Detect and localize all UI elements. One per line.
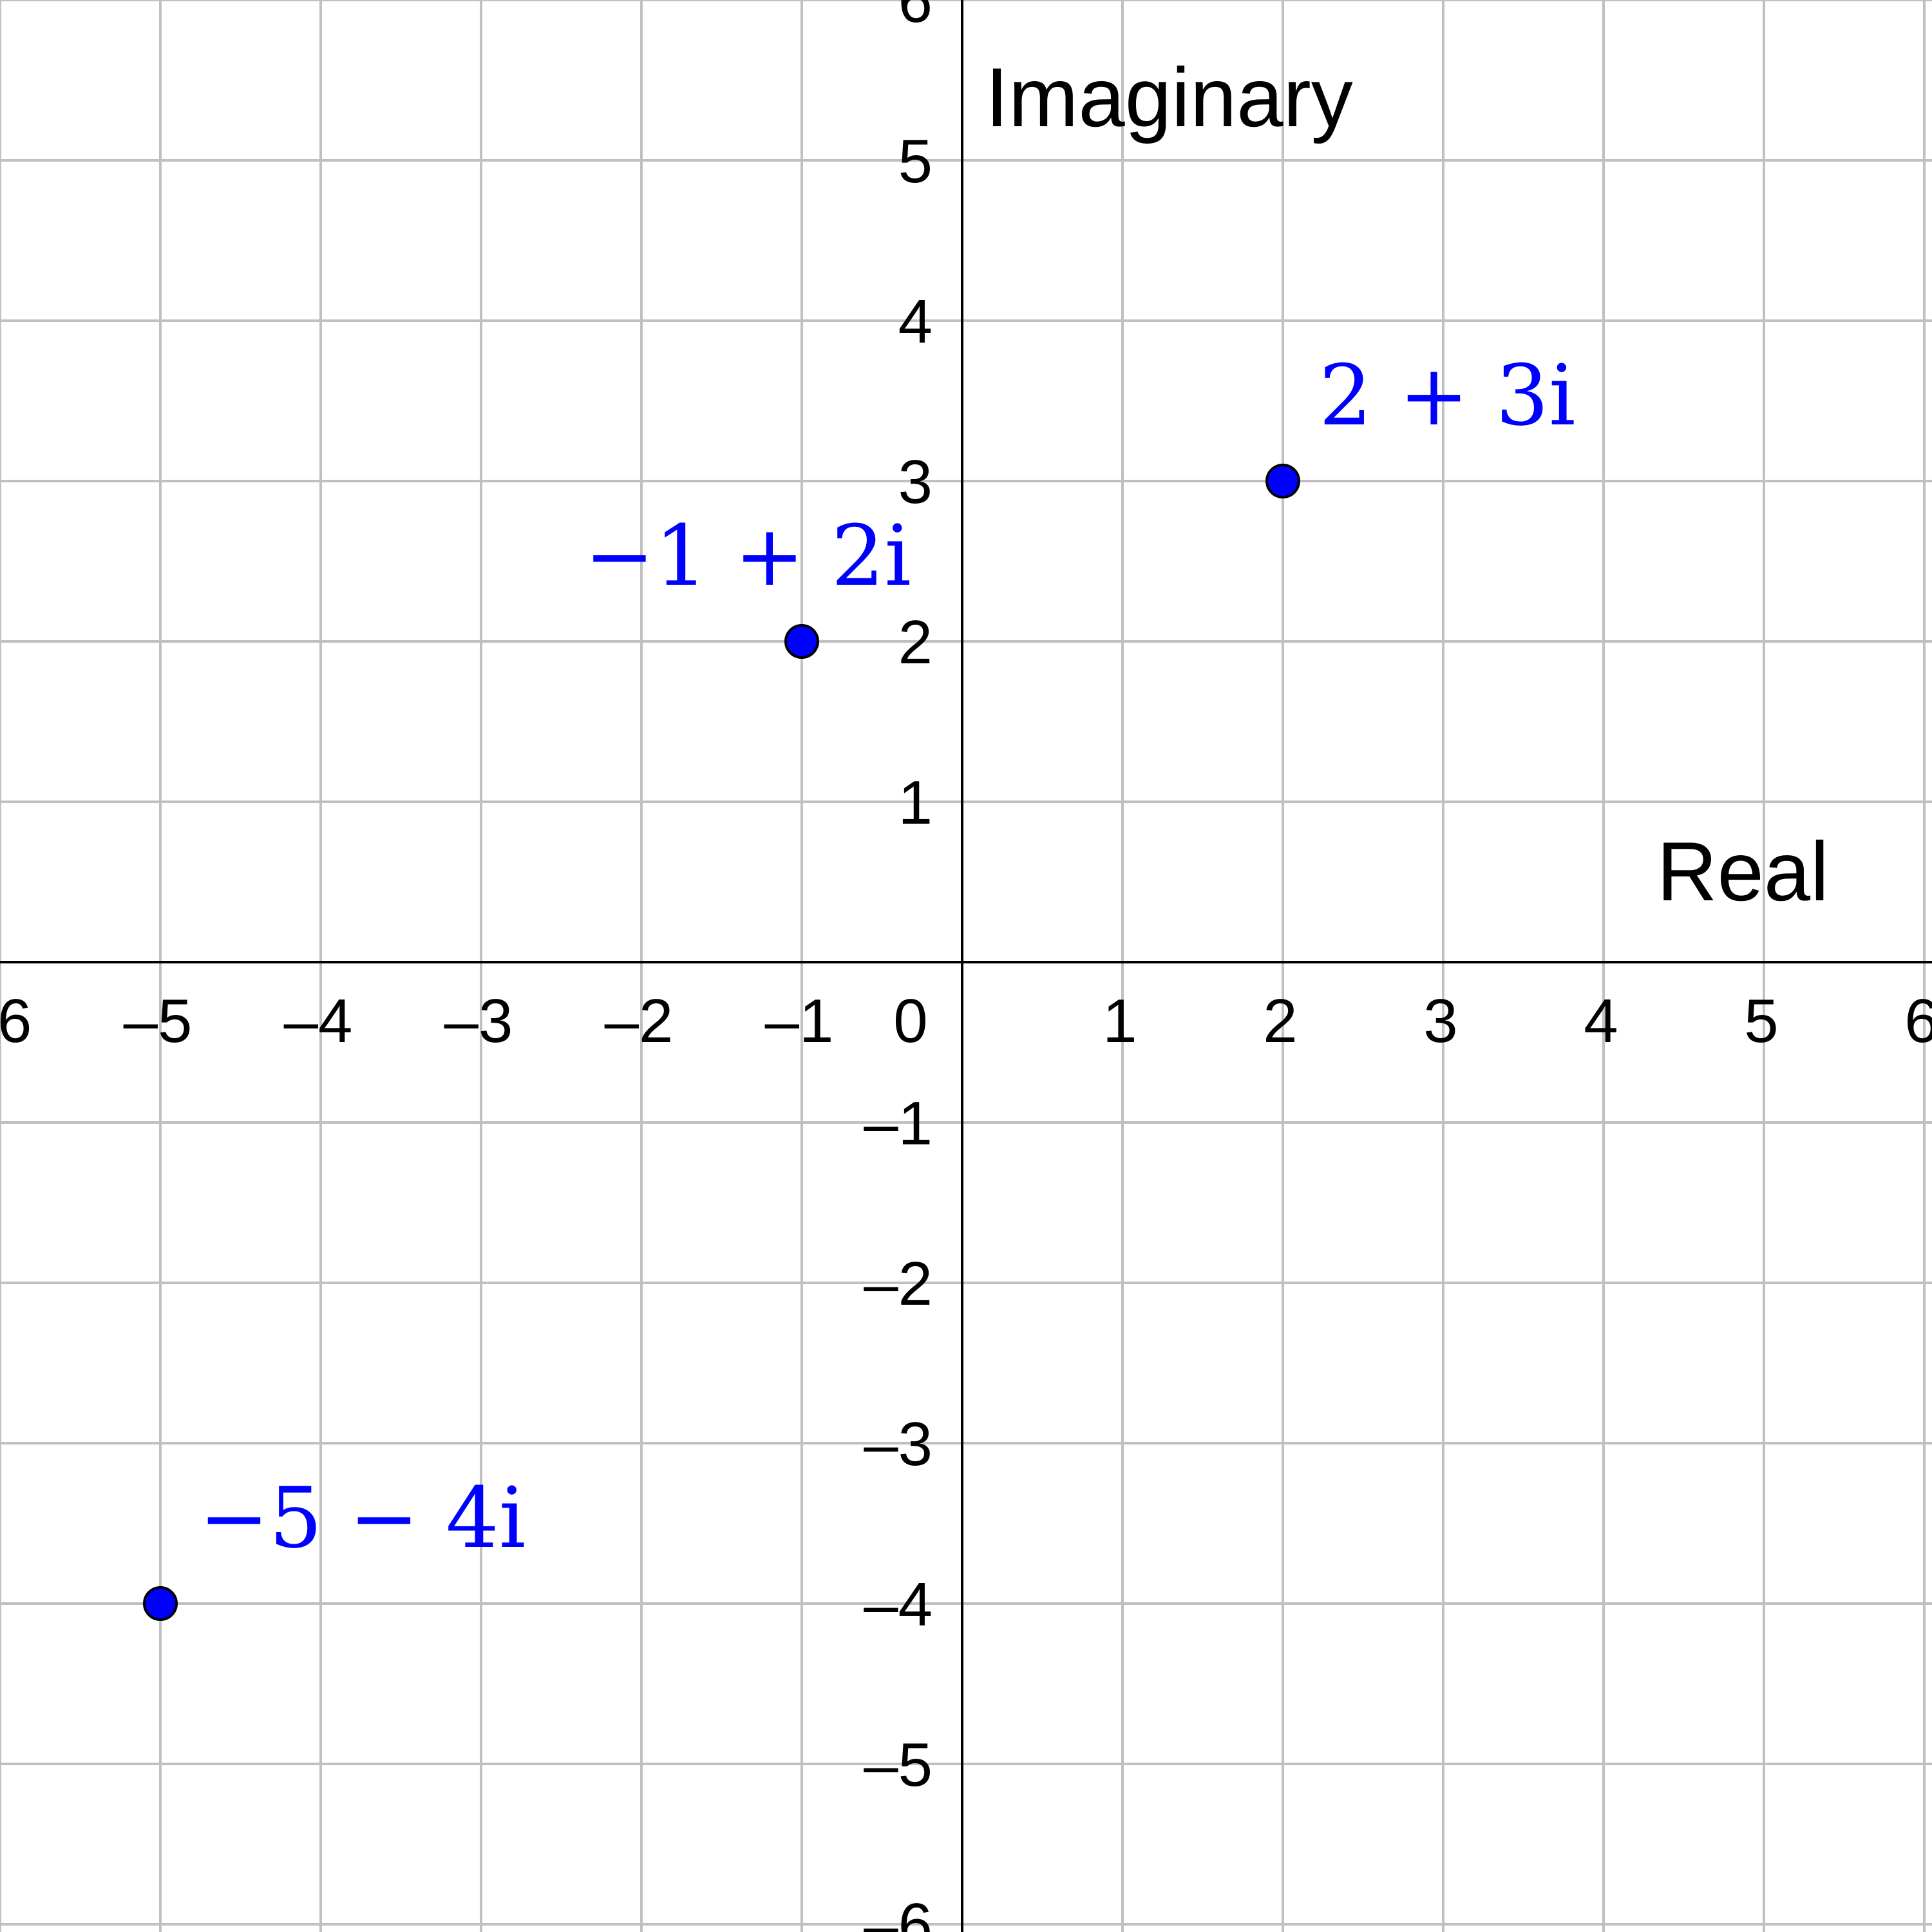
data-point [784,624,819,659]
y-tick-label: 4 [898,287,933,356]
y-tick-label: 2 [898,608,933,677]
origin-label: 0 [893,987,927,1056]
y-tick-label: –1 [864,1089,933,1158]
y-tick-label: –4 [864,1570,933,1639]
x-tick-label: –3 [444,987,513,1056]
y-tick-label: –3 [864,1410,933,1479]
x-tick-label: 3 [1423,987,1457,1056]
y-tick-label: –5 [864,1730,933,1799]
data-point [1265,464,1300,498]
x-tick-label: –1 [765,987,834,1056]
x-tick-label: –5 [124,987,193,1056]
y-tick-label: 6 [898,0,933,35]
y-tick-label: 1 [898,768,933,837]
x-tick-label: 5 [1744,987,1778,1056]
data-point [143,1586,178,1621]
data-point-label: 2 + 3i [1319,346,1576,444]
data-points: 2 + 3i −1 + 2i −5 − 4i [143,346,1576,1621]
y-tick-label: –6 [864,1891,933,1932]
y-tick-label: 5 [898,127,933,196]
x-tick-label: 6 [1904,987,1932,1056]
x-tick-label: 4 [1584,987,1618,1056]
x-tick-label: 2 [1263,987,1297,1056]
y-tick-label: –2 [864,1249,933,1318]
x-tick-label: –4 [284,987,353,1056]
x-tick-label: –6 [0,987,32,1056]
data-point-label: −1 + 2i [585,507,912,605]
y-tick-label: 3 [898,448,933,516]
y-axis-label: Imaginary [985,50,1353,144]
x-tick-label: –2 [605,987,674,1056]
x-axis-label: Real [1657,824,1829,918]
x-tick-label: 1 [1103,987,1137,1056]
data-point-label: −5 − 4i [199,1469,526,1567]
